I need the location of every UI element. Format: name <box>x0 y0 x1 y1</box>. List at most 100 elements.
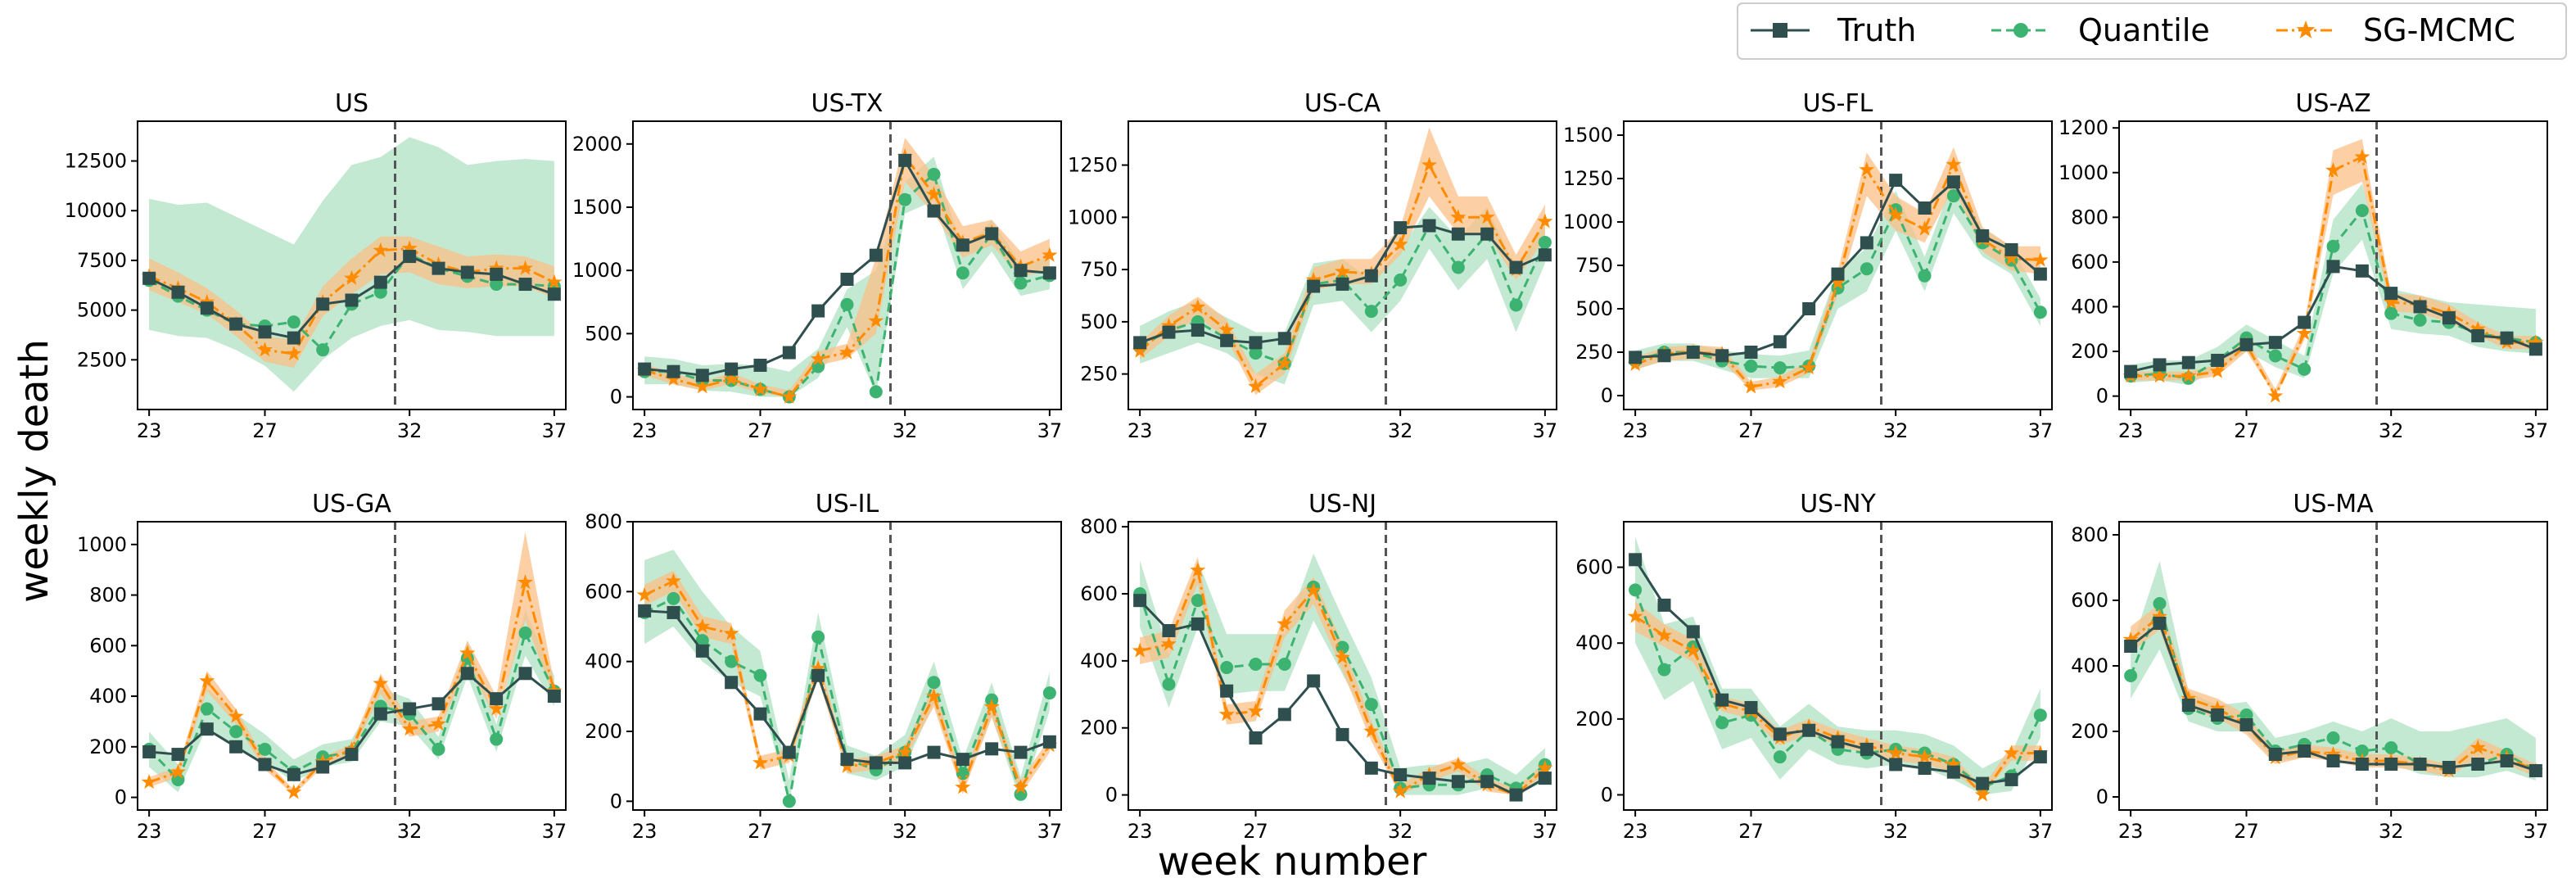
truth-point <box>1480 227 1494 241</box>
sgmcmc-point <box>1743 378 1759 394</box>
truth-point <box>287 331 301 345</box>
quantile-point <box>1277 657 1291 671</box>
x-tick-label: 37 <box>2028 419 2054 442</box>
sgmcmc-point <box>897 744 913 759</box>
sgmcmc-point <box>2004 250 2019 265</box>
sgmcmc-point <box>344 269 359 285</box>
truth-point <box>1335 277 1349 291</box>
y-tick-label: 12500 <box>65 150 127 173</box>
truth-point <box>2033 267 2047 281</box>
truth-point <box>2268 748 2282 761</box>
y-tick-label: 200 <box>2071 340 2108 363</box>
sgmcmc-point <box>2209 363 2226 378</box>
x-tick-label: 27 <box>1243 820 1268 843</box>
truth-point <box>2500 331 2514 345</box>
y-tick-label: 1000 <box>572 259 622 282</box>
quantile-point <box>2298 362 2312 376</box>
quantile-point <box>869 385 883 399</box>
truth-point <box>2239 337 2253 351</box>
quantile-point <box>898 192 912 206</box>
truth-point <box>695 644 709 658</box>
panel-us-il: US-IL 23 27 32 37 0 200 400 600 800 <box>585 490 1062 843</box>
legend-truth-label: Truth <box>1837 12 1916 48</box>
truth-point <box>1394 221 1408 235</box>
x-tick-label: 27 <box>748 820 773 843</box>
sgmcmc-point <box>752 381 768 396</box>
quantile-band <box>1140 206 1545 385</box>
sgmcmc-point <box>723 370 739 386</box>
truth-point <box>1249 731 1263 744</box>
quantile-point <box>1249 346 1263 360</box>
sgmcmc-line <box>148 247 555 355</box>
truth-point <box>1773 335 1787 349</box>
plot-area <box>636 121 1058 410</box>
truth-point <box>725 676 739 690</box>
axes-frame <box>1623 120 2053 410</box>
y-tick-label: 600 <box>2071 251 2108 274</box>
sgmcmc-point <box>199 293 215 309</box>
truth-point <box>1918 201 1932 215</box>
sgmcmc-point <box>1161 636 1177 651</box>
x-tick-label: 27 <box>2234 820 2259 843</box>
sgmcmc-band <box>1140 127 1545 396</box>
truth-point <box>1918 762 1932 776</box>
sgmcmc-point <box>868 312 884 328</box>
sgmcmc-point <box>2181 690 2197 706</box>
truth-point <box>316 760 330 774</box>
quantile-point <box>1657 663 1671 677</box>
quantile-point <box>1394 273 1408 287</box>
truth-point <box>1364 761 1378 775</box>
sgmcmc-point <box>1450 209 1467 224</box>
x-tick-label: 37 <box>542 820 567 843</box>
truth-point <box>2529 764 2542 777</box>
truth-point <box>1976 776 1990 790</box>
sgmcmc-point <box>199 672 215 688</box>
sgmcmc-point <box>1801 360 1817 375</box>
truth-point <box>2153 358 2167 372</box>
truth-point <box>695 369 709 382</box>
panel-title: US-MA <box>2293 490 2374 518</box>
truth-point <box>1538 772 1552 785</box>
legend-quantile-marker <box>2013 23 2028 38</box>
truth-point <box>1422 219 1436 233</box>
truth-point <box>1422 772 1436 785</box>
sgmcmc-band <box>1635 147 2040 391</box>
sgmcmc-point <box>983 699 1000 714</box>
quantile-point <box>1191 594 1204 608</box>
quantile-band <box>2131 183 2536 385</box>
sgmcmc-point <box>2152 609 2167 624</box>
truth-point <box>725 362 739 376</box>
truth-point <box>2211 708 2225 722</box>
quantile-point <box>1715 716 1729 730</box>
truth-point <box>638 604 652 618</box>
sgmcmc-point <box>1132 342 1148 358</box>
y-tick-label: 1000 <box>2059 161 2108 184</box>
panel-us-az: US-AZ 23 27 32 37 0 200 400 600 800 1000 1200 <box>2059 89 2548 442</box>
plot-area <box>1132 121 1553 410</box>
truth-point <box>1220 333 1234 347</box>
y-tick-label: 500 <box>1575 297 1613 320</box>
sgmcmc-point <box>781 388 798 404</box>
truth-point <box>1277 708 1291 722</box>
x-tick-label: 23 <box>1128 820 1153 843</box>
truth-point <box>667 605 680 619</box>
sgmcmc-point <box>1392 236 1408 251</box>
sgmcmc-point <box>517 260 533 275</box>
quantile-point <box>1364 698 1378 712</box>
y-tick-label: 1200 <box>2059 116 2108 139</box>
y-tick-label: 1250 <box>1563 167 1613 190</box>
panel-title: US <box>335 89 368 118</box>
sgmcmc-point <box>1277 355 1293 370</box>
axes-frame <box>137 521 567 811</box>
y-tick-label: 0 <box>1105 784 1118 807</box>
truth-point <box>753 707 767 721</box>
x-tick-label: 23 <box>632 419 658 442</box>
truth-point <box>1686 346 1700 360</box>
plot-area <box>141 121 563 410</box>
sgmcmc-point <box>2528 334 2544 350</box>
quantile-point <box>2124 669 2138 682</box>
quantile-point <box>1220 661 1234 675</box>
sgmcmc-point <box>1887 744 1904 760</box>
sgmcmc-point <box>1042 247 1058 262</box>
panel-us-nj: US-NJ 23 27 32 37 0 200 400 600 800 <box>1080 490 1557 843</box>
